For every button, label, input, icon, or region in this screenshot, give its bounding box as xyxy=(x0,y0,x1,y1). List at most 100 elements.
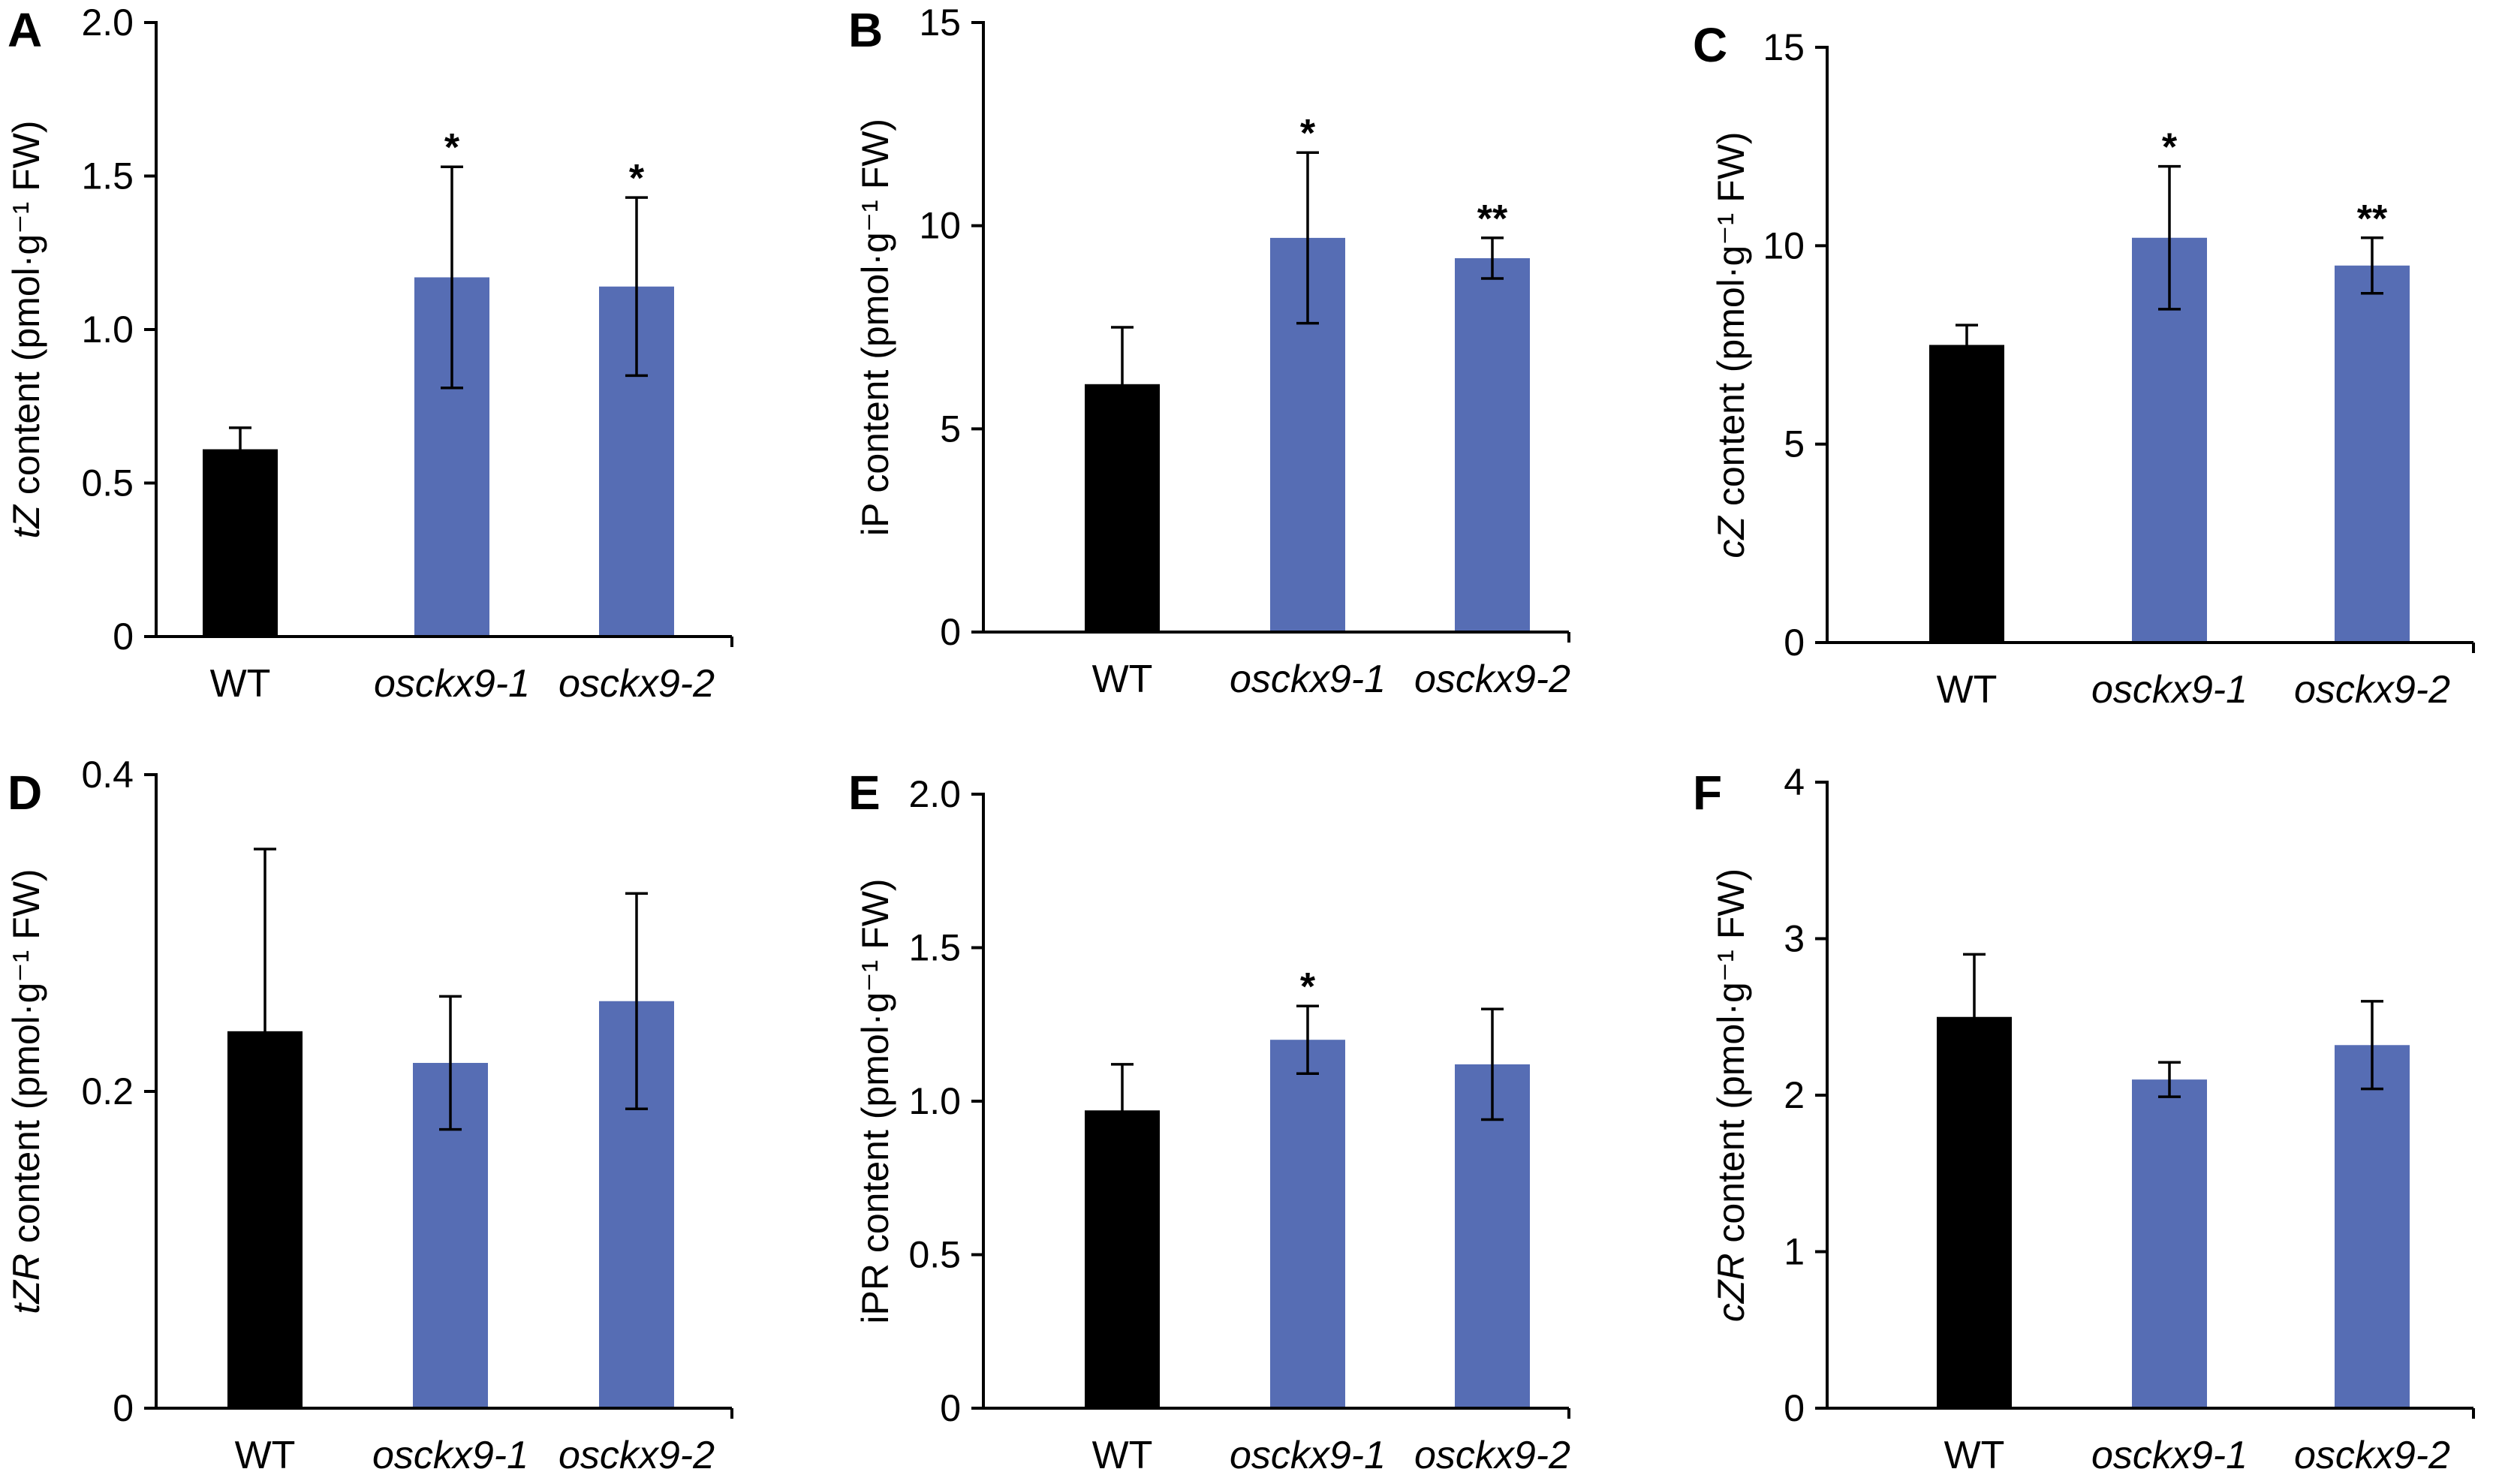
panel-letter: D xyxy=(8,766,42,820)
y-axis-label: cZ content (pmol·g⁻¹ FW) xyxy=(1710,131,1752,558)
panel-a: A WT * osckx9-1 * osckx9-2 0 0.5 1.0 1.5 2.0 tZ con… xyxy=(5,2,733,706)
error-bar xyxy=(2361,1000,2383,1091)
category-label: osckx9-1 xyxy=(1230,1434,1386,1477)
y-tick-label: 2 xyxy=(1784,1074,1805,1116)
y-tick-label: 0 xyxy=(113,616,134,658)
significance-marker: ** xyxy=(2357,197,2388,241)
error-bar xyxy=(1296,151,1319,325)
y-axis-label-text: content (pmol·g⁻¹ FW) xyxy=(1710,131,1752,516)
y-axis-label-text: content (pmol·g⁻¹ FW) xyxy=(5,120,47,505)
category-label: WT xyxy=(1944,1434,2005,1477)
error-bar xyxy=(1296,1004,1319,1075)
category-label: osckx9-2 xyxy=(1414,658,1570,701)
y-axis-label-text: content (pmol·g⁻¹ FW) xyxy=(5,868,47,1254)
y-tick-label: 1.0 xyxy=(81,309,134,351)
error-bar xyxy=(625,196,648,378)
panel-d: D WT osckx9-1 osckx9-2 0 0.2 0.4 tZR content (p… xyxy=(5,754,733,1477)
error-bar xyxy=(439,995,462,1131)
y-axis-label: iP content (pmol·g⁻¹ FW) xyxy=(854,119,896,536)
y-tick-label: 10 xyxy=(1763,224,1805,266)
y-tick-label: 5 xyxy=(1784,423,1805,465)
y-axis-label-text: iPR content (pmol·g⁻¹ FW) xyxy=(854,878,896,1323)
error-bar xyxy=(441,165,463,390)
y-axis-label-italic: tZR xyxy=(5,1254,47,1314)
panel-letter: B xyxy=(848,3,883,57)
bar-osckx9-2 xyxy=(2335,1045,2410,1408)
error-bar xyxy=(1111,326,1134,443)
category-label: osckx9-2 xyxy=(2294,1434,2450,1477)
y-tick-label: 0 xyxy=(940,611,961,653)
y-axis-label-italic: cZ xyxy=(1710,516,1752,558)
y-tick-label: 4 xyxy=(1784,761,1805,803)
error-bar xyxy=(2158,1061,2181,1098)
panel-letter: A xyxy=(8,3,42,57)
significance-marker: * xyxy=(1300,112,1316,155)
y-tick-label: 0 xyxy=(113,1387,134,1429)
y-axis-label-text: iP content (pmol·g⁻¹ FW) xyxy=(854,119,896,536)
error-bar xyxy=(1111,1063,1134,1158)
error-bar xyxy=(1481,1007,1504,1121)
error-bar xyxy=(1963,953,1986,1081)
bar-osckx9-2 xyxy=(1455,1064,1530,1408)
y-tick-label: 2.0 xyxy=(908,773,961,815)
y-axis-label: iPR content (pmol·g⁻¹ FW) xyxy=(854,878,896,1323)
category-label: osckx9-1 xyxy=(374,662,530,706)
error-bar xyxy=(1956,324,1978,366)
y-tick-label: 1.5 xyxy=(908,927,961,969)
y-tick-label: 1.0 xyxy=(908,1080,961,1122)
category-label: WT xyxy=(235,1434,296,1477)
y-axis-label: tZ content (pmol·g⁻¹ FW) xyxy=(5,120,47,538)
y-tick-label: 0.4 xyxy=(81,754,134,796)
y-tick-label: 0 xyxy=(1784,622,1805,664)
y-tick-label: 1 xyxy=(1784,1231,1805,1273)
error-bar xyxy=(1481,236,1504,280)
y-tick-label: 5 xyxy=(940,408,961,450)
y-tick-label: 15 xyxy=(1763,26,1805,68)
y-tick-label: 1.5 xyxy=(81,155,134,197)
category-label: osckx9-2 xyxy=(559,662,715,706)
error-bar xyxy=(2361,236,2383,295)
category-label: osckx9-2 xyxy=(2294,668,2450,712)
bar-osckx9-2 xyxy=(2335,265,2410,643)
y-tick-label: 0 xyxy=(940,1387,961,1429)
significance-marker: * xyxy=(444,126,460,170)
y-tick-label: 2.0 xyxy=(81,2,134,44)
bar-wt xyxy=(1085,1110,1160,1408)
category-label: osckx9-1 xyxy=(1230,658,1386,701)
significance-marker: * xyxy=(629,157,645,200)
panel-letter: F xyxy=(1693,766,1722,820)
error-bar xyxy=(625,892,648,1110)
significance-marker: * xyxy=(1300,965,1316,1009)
y-tick-label: 0.2 xyxy=(81,1070,134,1112)
y-axis-label-text: content (pmol·g⁻¹ FW) xyxy=(1710,868,1752,1254)
bar-wt xyxy=(1929,345,2004,643)
bar-osckx9-1 xyxy=(2132,1079,2207,1408)
category-label: WT xyxy=(210,662,271,706)
y-tick-label: 0.5 xyxy=(81,462,134,504)
y-tick-label: 3 xyxy=(1784,918,1805,960)
category-label: osckx9-2 xyxy=(559,1434,715,1477)
y-axis-label: cZR content (pmol·g⁻¹ FW) xyxy=(1710,868,1752,1322)
panel-c: C WT * osckx9-1 ** osckx9-2 0 5 10 15 cZ content (… xyxy=(1693,18,2475,712)
error-bar xyxy=(2158,164,2181,311)
panel-b: B WT * osckx9-1 ** osckx9-2 0 5 10 15 iP content (… xyxy=(848,2,1570,701)
y-axis-label: tZR content (pmol·g⁻¹ FW) xyxy=(5,868,47,1314)
category-label: osckx9-2 xyxy=(1414,1434,1570,1477)
significance-marker: ** xyxy=(1477,197,1508,241)
y-axis-label-italic: tZ xyxy=(5,504,47,539)
y-axis-label-italic: cZR xyxy=(1710,1253,1752,1322)
error-bar xyxy=(254,847,276,1215)
panel-f: F WT osckx9-1 osckx9-2 0 1 2 3 4 cZR content (pmo… xyxy=(1693,761,2475,1477)
category-label: osckx9-1 xyxy=(2091,668,2248,712)
y-tick-label: 0 xyxy=(1784,1387,1805,1429)
panel-letter: E xyxy=(848,766,881,820)
category-label: WT xyxy=(1092,1434,1153,1477)
y-tick-label: 0.5 xyxy=(908,1234,961,1276)
bar-wt xyxy=(1937,1016,2012,1408)
category-label: WT xyxy=(1937,668,1998,712)
category-label: osckx9-1 xyxy=(2091,1434,2248,1477)
error-bar xyxy=(229,426,251,472)
panel-e: E WT * osckx9-1 osckx9-2 0 0.5 1.0 1.5 2.0 iPR con… xyxy=(848,766,1570,1477)
category-label: WT xyxy=(1092,658,1153,701)
